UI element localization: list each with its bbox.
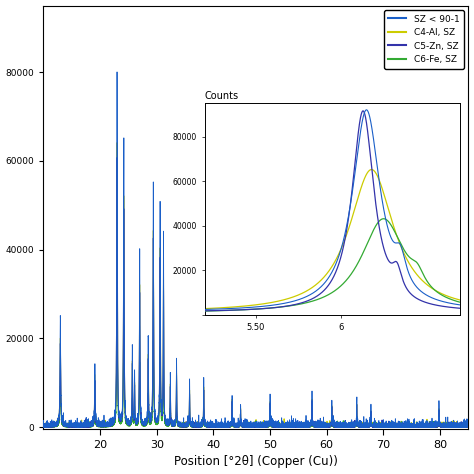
Legend: SZ < 90-1, C4-Al, SZ, C5-Zn, SZ, C6-Fe, SZ: SZ < 90-1, C4-Al, SZ, C5-Zn, SZ, C6-Fe, …: [384, 10, 464, 69]
X-axis label: Position [°2θ] (Copper (Cu)): Position [°2θ] (Copper (Cu)): [174, 456, 338, 468]
